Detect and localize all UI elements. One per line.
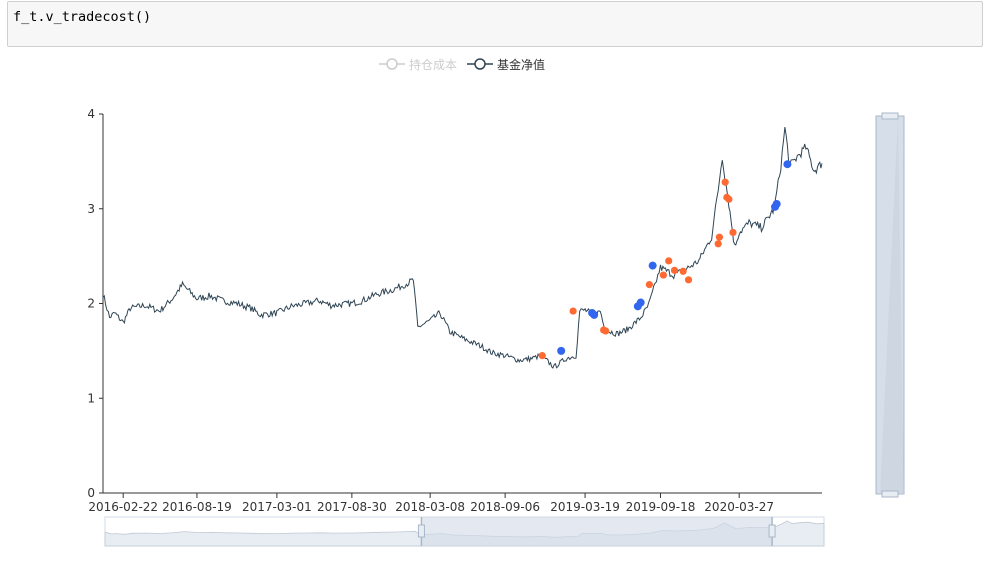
x-zoom-selection[interactable]	[421, 517, 773, 546]
sell-point[interactable]	[679, 267, 687, 275]
sell-point[interactable]	[659, 271, 667, 279]
x-zoom-handle-end[interactable]	[768, 524, 776, 538]
chart-legend: 持仓成本 基金净值	[0, 55, 993, 73]
x-tick-label: 2016-02-22	[88, 500, 158, 514]
x-tick-label: 2020-03-27	[704, 500, 774, 514]
x-tick-label: 2017-08-30	[317, 500, 387, 514]
sell-point[interactable]	[670, 266, 679, 274]
sell-point[interactable]	[725, 195, 733, 203]
y-tick-label: 0	[87, 486, 95, 500]
sell-point[interactable]	[721, 178, 729, 186]
sell-point[interactable]	[714, 240, 722, 248]
buy-point[interactable]	[783, 160, 792, 169]
legend-item-holding-cost[interactable]: 持仓成本	[379, 55, 457, 73]
legend-line-circle-icon	[467, 58, 493, 70]
buy-point[interactable]	[636, 298, 645, 307]
y-zoom-handle-bottom[interactable]	[881, 490, 899, 498]
buy-point[interactable]	[772, 200, 781, 209]
sell-point[interactable]	[602, 327, 610, 335]
buy-point[interactable]	[648, 261, 657, 270]
y-zoom-preview	[880, 116, 904, 494]
x-tick-label: 2019-03-19	[550, 500, 620, 514]
sell-point[interactable]	[684, 276, 693, 284]
code-cell[interactable]: f_t.v_tradecost()	[7, 1, 983, 47]
sell-point[interactable]	[665, 257, 673, 265]
buy-point[interactable]	[590, 310, 599, 319]
sell-point[interactable]	[645, 280, 653, 289]
buy-point[interactable]	[557, 346, 566, 355]
x-tick-label: 2016-08-19	[162, 500, 232, 514]
legend-label: 持仓成本	[409, 57, 458, 72]
x-tick-label: 2018-03-08	[395, 500, 465, 514]
sell-point[interactable]	[569, 307, 577, 315]
y-tick-label: 3	[87, 202, 95, 216]
y-tick-label: 1	[87, 391, 95, 405]
y-zoom-handle-top[interactable]	[881, 112, 899, 120]
x-tick-label: 2019-09-18	[626, 500, 696, 514]
x-tick-label: 2018-09-06	[470, 500, 540, 514]
legend-label: 基金净值	[497, 57, 546, 72]
y-tick-label: 4	[87, 107, 95, 121]
sell-point[interactable]	[729, 228, 737, 237]
code-source[interactable]: f_t.v_tradecost()	[13, 9, 152, 25]
sell-point[interactable]	[538, 352, 546, 360]
x-zoom-handle-start[interactable]	[417, 524, 425, 538]
x-tick-label: 2017-03-01	[242, 500, 312, 514]
legend-line-circle-icon	[379, 58, 405, 70]
legend-item-fund-nav[interactable]: 基金净值	[467, 55, 545, 73]
y-tick-label: 2	[87, 297, 95, 311]
sell-point[interactable]	[715, 233, 724, 241]
series-line-fund-nav	[102, 127, 823, 369]
